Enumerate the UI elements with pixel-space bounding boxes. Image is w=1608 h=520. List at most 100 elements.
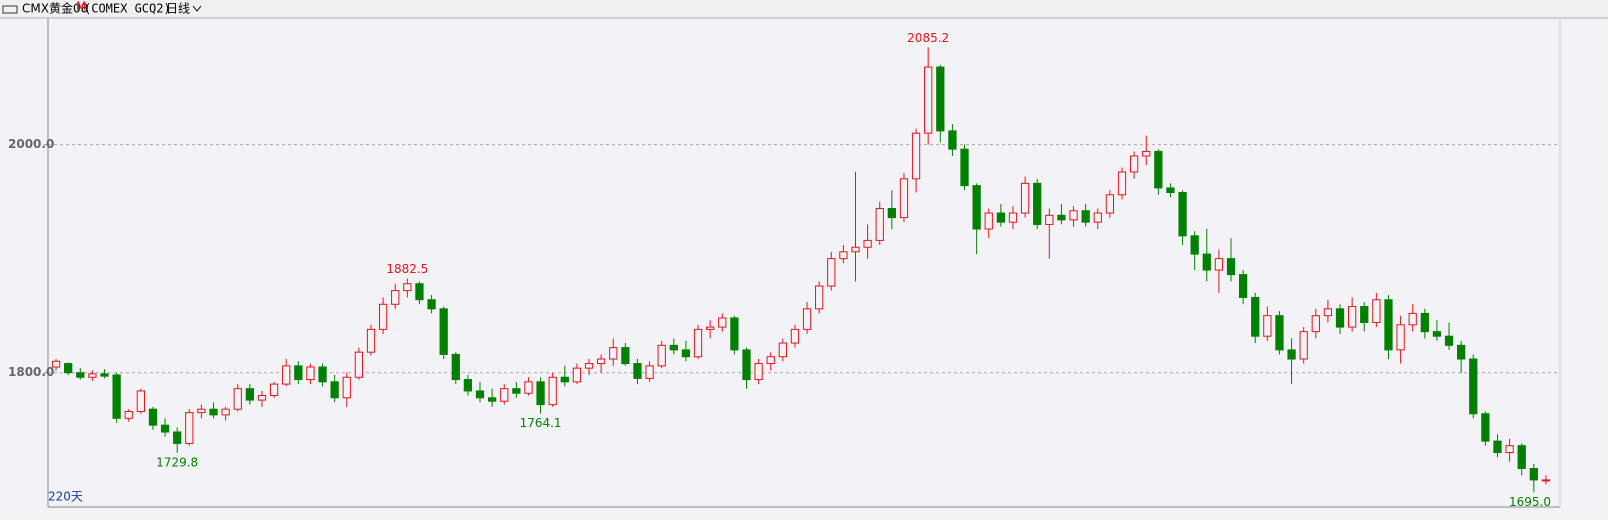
candle-body (245, 388, 254, 401)
candle-body (451, 353, 460, 381)
candle-body (899, 178, 909, 219)
candle-body (318, 366, 327, 383)
candle-body (1069, 210, 1078, 221)
low-label: 1729.8 (156, 455, 198, 469)
candle-body (136, 390, 145, 412)
candle-body (1529, 468, 1538, 481)
candle-body (233, 388, 242, 410)
candle-body (1541, 479, 1551, 482)
candle-body (1493, 440, 1502, 454)
candle-body (887, 207, 896, 219)
candle-body (875, 207, 884, 241)
candle-body (197, 408, 206, 414)
candle-body (1420, 312, 1429, 333)
candle-body (718, 317, 727, 328)
candle-body (1214, 258, 1224, 271)
candle-body (996, 212, 1005, 223)
candle-body (1505, 445, 1514, 454)
candle-body (960, 148, 969, 187)
candle-body (1105, 194, 1115, 214)
candle-body (415, 283, 424, 301)
candle-body (754, 363, 763, 381)
candle-body (1251, 296, 1260, 337)
low-label: 1764.1 (520, 416, 562, 430)
candle-body (1396, 324, 1405, 351)
candle-body (1517, 445, 1526, 470)
period-selector[interactable]: 日线 (166, 2, 190, 16)
candle-body (524, 381, 533, 394)
candle-body (839, 251, 848, 260)
candle-body (282, 365, 291, 385)
candle-body (1469, 358, 1478, 415)
candle-body (463, 379, 473, 392)
candle-body (1057, 214, 1066, 221)
candle-body (160, 424, 170, 433)
candle-body (1129, 155, 1139, 173)
candle-body (1432, 331, 1442, 337)
candle-body (597, 358, 606, 365)
candle-body (1226, 258, 1236, 276)
candle-body (342, 376, 351, 399)
candle-body (1045, 214, 1054, 225)
candle-body (827, 258, 836, 287)
candle-body (645, 365, 654, 379)
candle-body (1081, 210, 1090, 223)
header-bar (0, 0, 1608, 18)
candle-body (1190, 235, 1199, 255)
candle-body (403, 283, 412, 292)
high-label: 2085.2 (907, 31, 949, 45)
candle-body (64, 363, 73, 374)
menu-icon[interactable] (2, 5, 18, 14)
candle-body (693, 328, 703, 358)
candle-body (657, 344, 666, 367)
candle-body (1299, 331, 1308, 360)
candle-body (475, 390, 485, 399)
candle-body (609, 347, 618, 360)
candle-body (706, 326, 715, 330)
candle-body (936, 66, 945, 132)
candle-body (439, 308, 448, 355)
candle-body (1408, 312, 1417, 326)
candle-body (366, 328, 376, 353)
candle-body (330, 381, 339, 399)
candle-body (972, 185, 981, 230)
candle-body (1008, 212, 1018, 223)
candle-body (512, 388, 521, 394)
candle-body (572, 367, 582, 383)
candle-body (790, 328, 800, 344)
candle-body (1117, 171, 1127, 196)
candle-body (766, 356, 775, 365)
candle-body (1142, 150, 1151, 157)
candle-body (1033, 182, 1042, 225)
candle-body (851, 246, 860, 253)
bar-count-label: 220天 (48, 490, 83, 504)
candle-body (681, 349, 691, 358)
candle-body (500, 388, 509, 402)
candle-body (1481, 413, 1490, 442)
candle-body (1020, 182, 1030, 214)
candle-body (257, 395, 267, 401)
candle-body (633, 363, 642, 379)
candle-body (742, 349, 751, 381)
candle-body (1323, 308, 1333, 317)
candle-body (378, 303, 388, 330)
candle-body (621, 347, 630, 365)
candle-body (427, 299, 436, 310)
candle-body (730, 317, 739, 351)
candle-body (100, 373, 109, 377)
y-tick-label: 1800.0 (8, 365, 54, 379)
candle-body (124, 410, 133, 419)
dropdown-arrow[interactable] (192, 5, 202, 12)
candle-body (294, 365, 303, 381)
chart-title: CMX黄金08 (22, 1, 88, 16)
candle-body (51, 360, 61, 368)
low-label: 1695.0 (1509, 495, 1551, 509)
candle-body (778, 342, 787, 358)
candle-body (1154, 150, 1163, 189)
candle-body (560, 376, 569, 383)
candle-body (148, 408, 158, 426)
candle-body (306, 366, 315, 381)
candle-body (1311, 315, 1320, 333)
candle-body (1093, 212, 1102, 223)
